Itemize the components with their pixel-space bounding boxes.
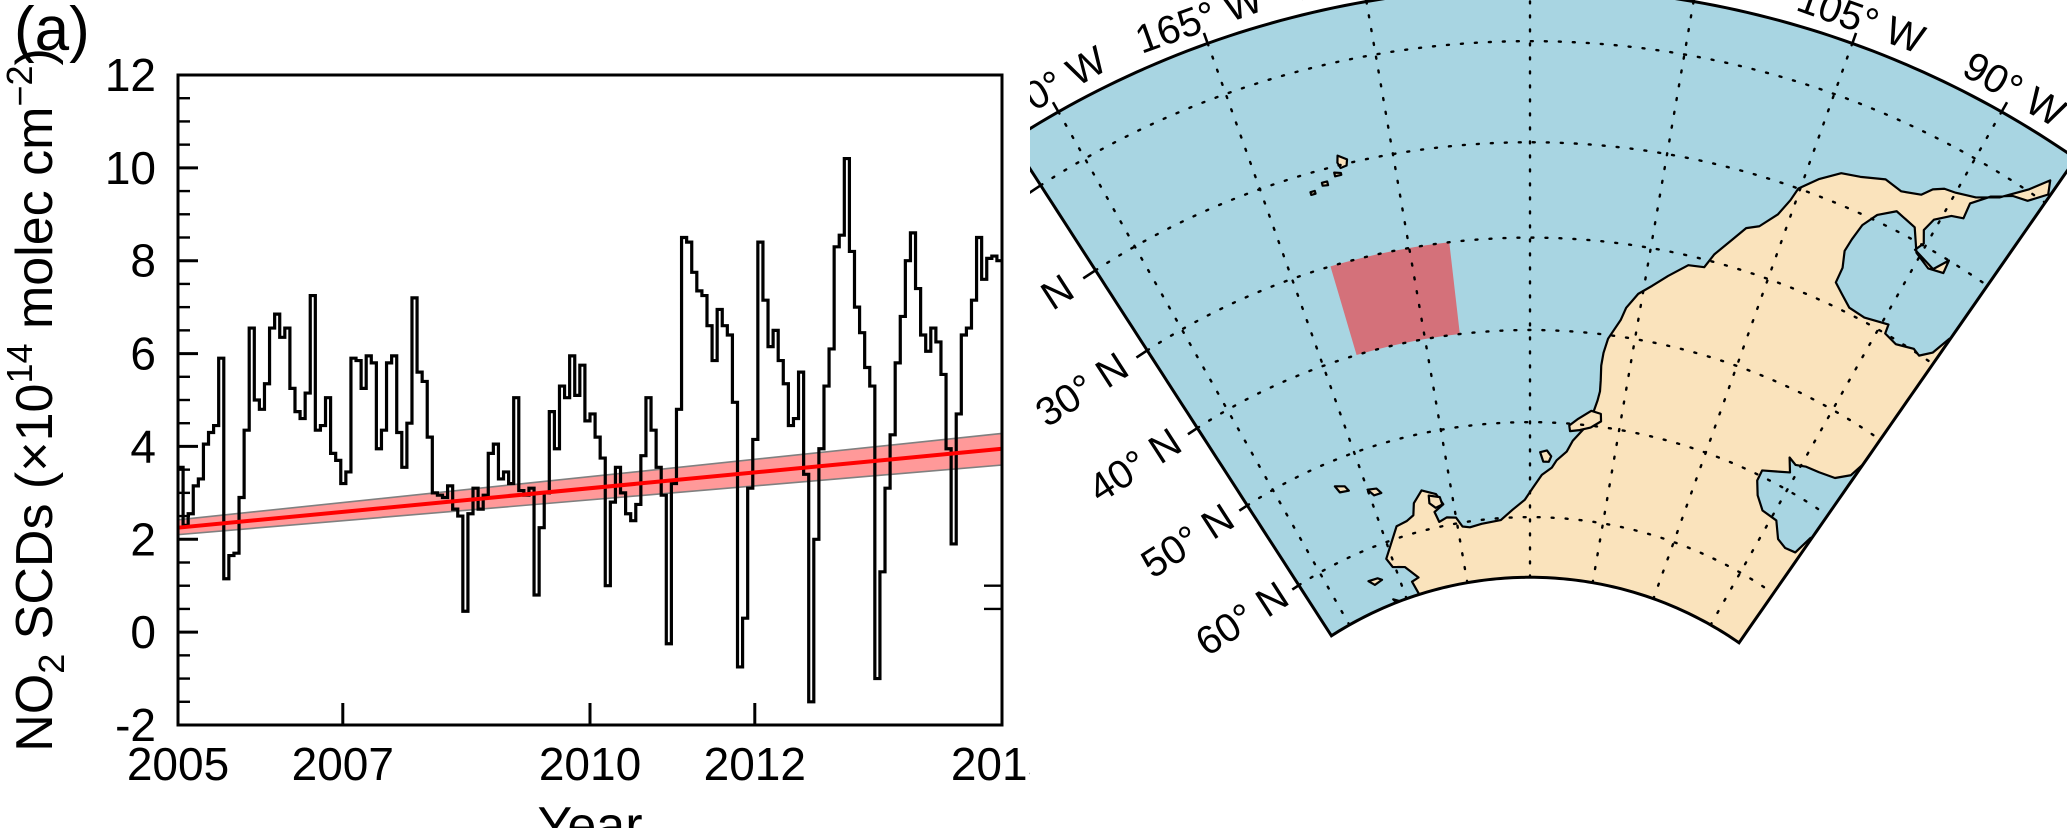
- kauai-island: [1309, 189, 1317, 197]
- graticule-meridian: [1057, 110, 1351, 627]
- ocean-area: [1030, 0, 2067, 643]
- unimak-island: [1366, 487, 1383, 497]
- lat-tick: [1291, 584, 1300, 591]
- panel-a-timeseries: (a) -2 0 2 4 6 8 10 12 2005 2007 2010 2012 2015 Year N…: [0, 0, 1030, 828]
- y-tick-label: 8: [130, 235, 156, 287]
- y-tick-label: 12: [105, 49, 156, 101]
- haida-gwaii-island: [1539, 449, 1553, 463]
- linear-trend-line: [177, 446, 1003, 530]
- x-axis-label: Year: [537, 797, 642, 828]
- graticule-parallel: [1297, 515, 1775, 595]
- graticule-parallel: [1246, 420, 1829, 517]
- lon-tick: [1202, 32, 1209, 44]
- graticule-meridian: [1591, 0, 1695, 584]
- x-tick-label: 2007: [292, 738, 394, 790]
- x-tick-label: 2012: [704, 738, 806, 790]
- lon-tick: [1051, 101, 1060, 113]
- panel-a-label: (a): [14, 0, 90, 64]
- no2-scd-step-series: [178, 156, 1002, 704]
- lat-label: 60° N: [1188, 573, 1296, 664]
- y-axis-label: NO2 SCDs (×1014 molec cm−2): [0, 48, 72, 752]
- y-tick-label: 4: [130, 420, 156, 472]
- graticule-meridian: [1365, 0, 1469, 584]
- lat-label: 40° N: [1081, 420, 1189, 511]
- map-border: [1030, 0, 2067, 645]
- x-tick-label: 2010: [539, 738, 641, 790]
- graticule-meridian: [1709, 110, 2003, 627]
- lat-label: 20° N: [1030, 266, 1082, 357]
- graticule-meridian: [1652, 42, 1854, 600]
- x-tick-label: 2015: [951, 738, 1030, 790]
- lat-tick: [1238, 504, 1249, 512]
- y-tick-label: -2: [115, 699, 156, 751]
- x-tick-label: 2005: [127, 738, 229, 790]
- lat-tick: [1135, 349, 1148, 359]
- graticule: [1039, 0, 2047, 627]
- aleutian-island: [1333, 485, 1350, 494]
- y-tick-label: 0: [130, 606, 156, 658]
- oahu-island: [1320, 180, 1330, 187]
- lat-label: 30° N: [1030, 344, 1136, 435]
- timeseries-plot: -2 0 2 4 6 8 10 12 2005 2007 2010 2012 2015 Year NO2 S…: [0, 48, 1030, 828]
- st-lawrence-island: [1367, 577, 1384, 586]
- graticule-parallel: [1146, 236, 1935, 366]
- vancouver-island: [1568, 409, 1603, 433]
- svg-text:NO2 SCDs (×1014 molec cm−2): NO2 SCDs (×1014 molec cm−2): [0, 48, 72, 752]
- graticule-parallel: [1196, 328, 1882, 441]
- lat-tick: [1187, 426, 1199, 436]
- y-tick-label: 2: [130, 513, 156, 565]
- lat-tick: [1030, 184, 1042, 194]
- lon-tick: [1851, 32, 1858, 44]
- graticule-meridian: [1206, 42, 1408, 600]
- x-axis-ticks: [176, 703, 1004, 725]
- graticule-parallel: [1039, 39, 2047, 204]
- study-region-box: [1330, 242, 1460, 356]
- trend-uncertainty-band: [177, 432, 1003, 536]
- lon-tick: [2000, 101, 2009, 113]
- kodiak-island: [1427, 494, 1444, 509]
- y-tick-label: 6: [130, 328, 156, 380]
- y-axis-ticks: [178, 73, 198, 727]
- lat-label: 50° N: [1134, 496, 1242, 587]
- maui-island: [1333, 171, 1343, 178]
- lat-tick: [1082, 269, 1097, 280]
- y-tick-label: 10: [105, 142, 156, 194]
